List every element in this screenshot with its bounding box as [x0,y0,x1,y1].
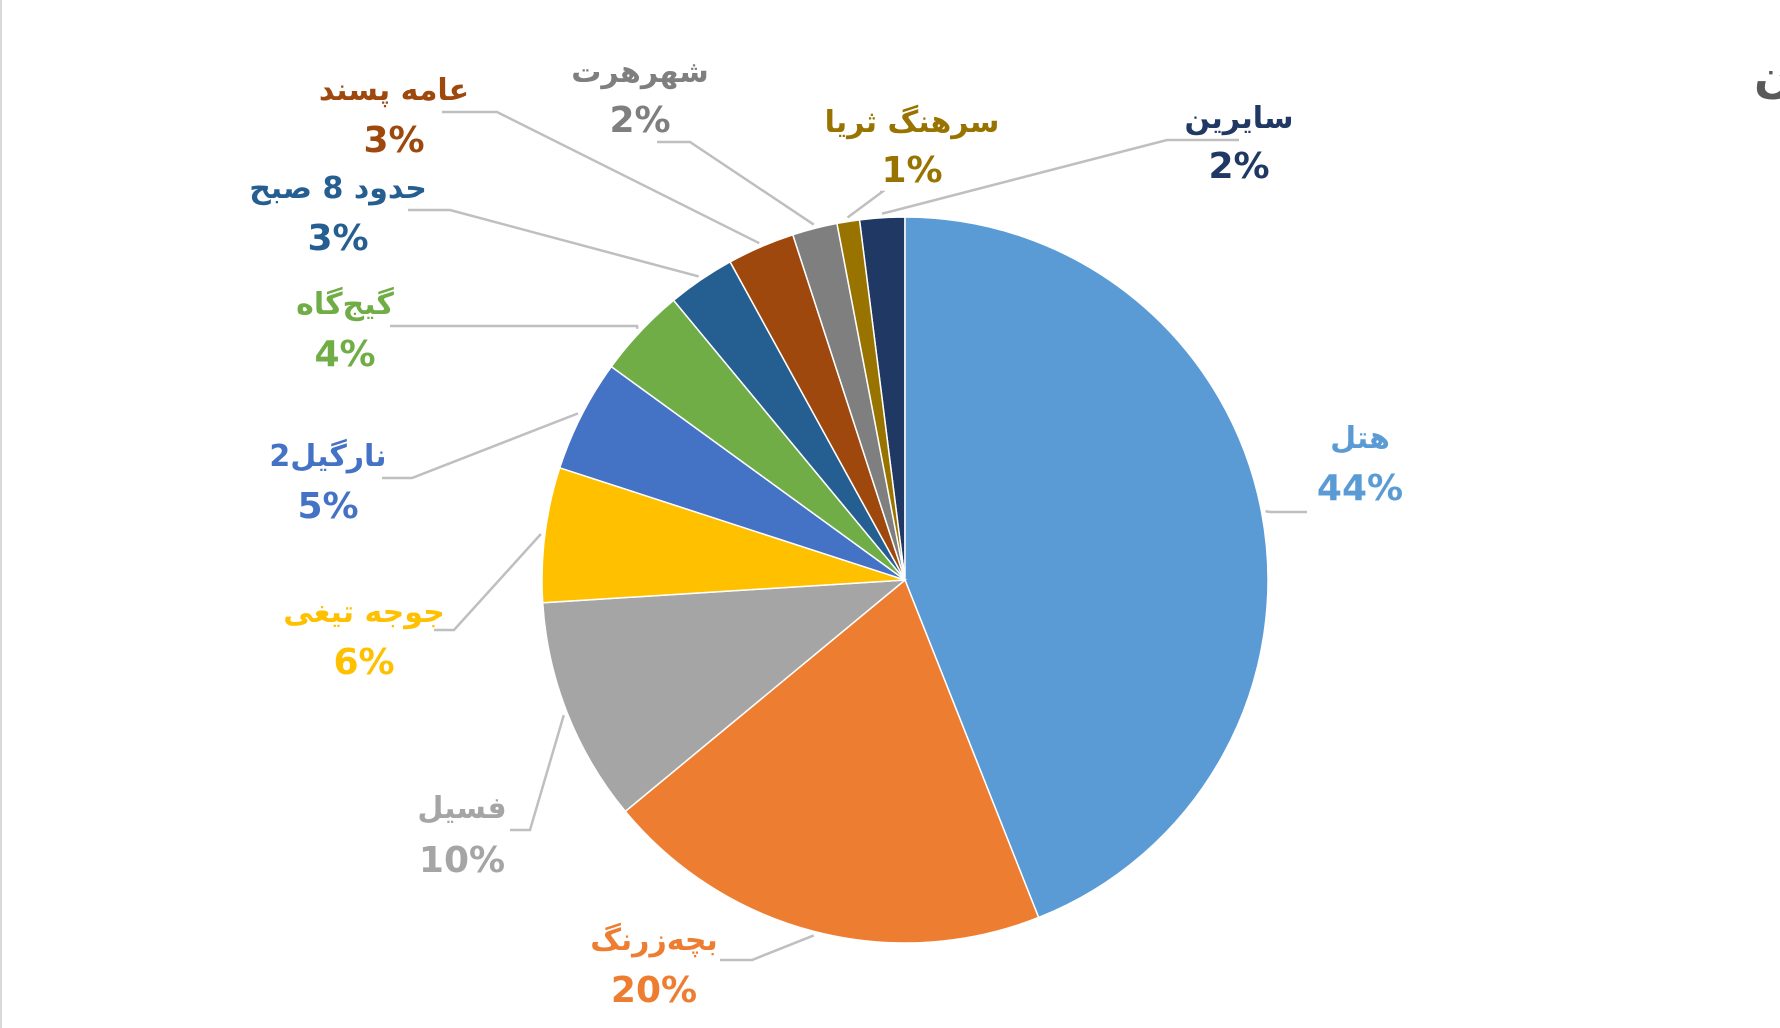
slice-label-1: هتل [1330,421,1390,456]
slice-value-6: 4% [314,334,375,375]
slice-value-0: 2% [1208,146,1269,187]
slice-label-10: سرهنگ ثریا [825,104,1000,140]
slice-label-0: سایرین [1185,101,1294,136]
leader-line-9 [657,140,815,226]
chart-title: سهم مخاطبان [1754,49,1780,103]
slice-label-8: عامه پسند [319,73,469,108]
slice-label-2: بچه‌زرنگ [590,922,718,958]
pie-slice-1 [904,216,1269,919]
leader-line-0 [881,138,1239,215]
slice-label-4: جوجه تیغی [283,595,444,630]
leader-line-10 [846,190,886,219]
pie-slice-4 [541,466,906,604]
leader-line-6 [390,324,639,329]
slice-label-9: شهرهرت [571,55,709,90]
data-labels: سایرین 2% هتل 44% بچه‌زرنگ 20% فسیل 10% جوجه تیغ… [249,55,1403,1011]
slice-value-4: 6% [333,642,394,683]
leader-line-3 [510,714,565,832]
leader-line-7 [408,208,700,278]
pie-slice-3 [541,579,908,813]
slice-value-5: 5% [297,486,358,527]
slice-value-1: 44% [1317,468,1403,509]
leader-line-1 [1265,509,1307,514]
slice-label-5: نارگیل2 [269,438,386,474]
slice-label-3: فسیل [417,791,506,826]
leader-line-5 [382,412,579,480]
slice-label-7: حدود 8 صبح [249,171,427,206]
leader-line-2 [720,934,815,962]
slice-value-3: 10% [419,840,505,881]
slice-value-9: 2% [609,100,670,141]
slice-value-2: 20% [611,970,697,1011]
pie-slice-10 [836,219,906,581]
leader-line-4 [434,533,542,632]
slice-value-10: 1% [881,150,942,191]
slice-value-7: 3% [307,218,368,259]
slice-label-6: گیج‌گاه [296,286,394,322]
pie-slice-2 [624,578,1040,944]
leader-line-8 [442,110,760,245]
pie-slices [541,216,1269,944]
leader-lines [382,110,1307,962]
slice-value-8: 3% [363,120,424,161]
